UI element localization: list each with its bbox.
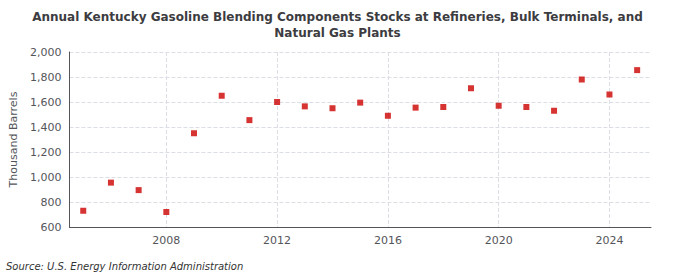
svg-text:Annual Kentucky Gasoline Blend: Annual Kentucky Gasoline Blending Compon…	[32, 10, 643, 24]
svg-text:1,600: 1,600	[30, 96, 62, 109]
svg-text:Source: U.S. Energy Informatio: Source: U.S. Energy Information Administ…	[6, 261, 243, 272]
svg-text:1,000: 1,000	[30, 171, 62, 184]
svg-text:800: 800	[40, 196, 61, 209]
svg-text:1,200: 1,200	[30, 146, 62, 159]
svg-text:2016: 2016	[374, 234, 402, 247]
svg-text:1,800: 1,800	[30, 71, 62, 84]
svg-text:1,400: 1,400	[30, 121, 62, 134]
svg-text:Natural Gas Plants: Natural Gas Plants	[274, 26, 400, 40]
svg-text:2012: 2012	[263, 234, 291, 247]
svg-text:2008: 2008	[152, 234, 180, 247]
svg-text:2020: 2020	[485, 234, 513, 247]
svg-text:2,000: 2,000	[30, 46, 62, 59]
svg-text:2024: 2024	[595, 234, 623, 247]
svg-text:Thousand Barrels: Thousand Barrels	[7, 91, 20, 188]
svg-text:600: 600	[40, 221, 61, 234]
